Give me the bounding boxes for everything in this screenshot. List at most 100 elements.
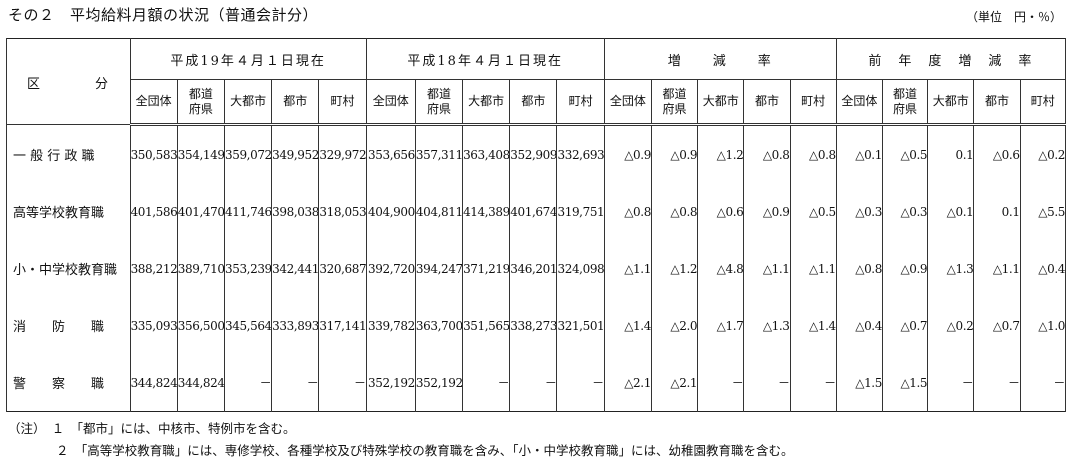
table-cell: 354,149 — [176, 124, 225, 183]
group-header: 平成18年４月１日現在 — [365, 38, 605, 80]
subcolumn-header-row: 全団体 都道府県 大都市 都市 町村 全団体 都道府県 大都市 都市 町村 全団体 都道府県 大都市 都市… — [7, 79, 1067, 126]
table-cell: － — [271, 354, 320, 412]
subcolumn-header: 町村 — [318, 79, 367, 126]
table-cell: 332,693 — [556, 124, 605, 183]
table-cell: 353,656 — [365, 124, 416, 183]
table-row: 一 般 行 政 職 350,583 354,149 359,072 349,952 329… — [6, 124, 1067, 183]
page-title: その２ 平均給料月額の状況（普通会計分） — [8, 6, 319, 24]
table-cell: △1.1 — [603, 240, 652, 297]
table-cell: 346,201 — [509, 240, 558, 297]
table-cell: － — [1019, 354, 1067, 412]
table-cell: 389,710 — [176, 240, 225, 297]
subcolumn-header: 都市 — [973, 79, 1021, 126]
table-cell: △2.1 — [650, 354, 699, 412]
category-header-part: 分 — [95, 77, 111, 92]
table-cell: 398,038 — [271, 183, 320, 240]
table-cell: 317,141 — [318, 297, 367, 354]
subcolumn-header: 都道府県 — [176, 79, 225, 126]
table-cell: △2.1 — [603, 354, 652, 412]
table-cell: 356,500 — [176, 297, 225, 354]
table-cell: △1.5 — [835, 354, 883, 412]
table-cell: △2.0 — [650, 297, 699, 354]
table-cell: △0.3 — [881, 183, 929, 240]
group-header: 増 減 率 — [603, 38, 837, 80]
table-cell: △1.1 — [973, 240, 1021, 297]
group-header: 前 年 度 増 減 率 — [835, 38, 1067, 80]
table-cell: △0.5 — [881, 124, 929, 183]
table-cell: △0.4 — [835, 297, 883, 354]
subcolumn-header: 都市 — [743, 79, 791, 126]
row-label: 小・中学校教育職 — [6, 240, 131, 297]
table-cell: △1.0 — [1019, 297, 1067, 354]
table-cell: 401,470 — [176, 183, 225, 240]
table-cell: 345,564 — [223, 297, 273, 354]
table-cell: △0.1 — [835, 124, 883, 183]
table-cell: △1.3 — [743, 297, 791, 354]
table-cell: △1.1 — [789, 240, 837, 297]
table-cell: － — [743, 354, 791, 412]
table-cell: 357,311 — [414, 124, 464, 183]
table-cell: △0.3 — [835, 183, 883, 240]
notes: （注） １ 「都市」には、中核市、特例市を含む。 ２ 「高等学校教育職」には、専… — [8, 418, 794, 462]
subcolumn-header: 大都市 — [927, 79, 975, 126]
table-cell: － — [789, 354, 837, 412]
table-cell: △0.7 — [973, 297, 1021, 354]
table-cell: － — [318, 354, 367, 412]
note-item: ２ 「高等学校教育職」には、専修学校、各種学校及び特殊学校の教育職を含み、「小・… — [56, 443, 794, 458]
table-cell: △0.6 — [697, 183, 745, 240]
table-cell: △0.9 — [743, 183, 791, 240]
table-cell: △0.1 — [927, 183, 975, 240]
table-cell: 401,586 — [129, 183, 178, 240]
category-header-part: 区 — [27, 77, 43, 92]
table-cell: △1.5 — [881, 354, 929, 412]
subcolumn-header: 都市 — [271, 79, 320, 126]
group-header: 平成19年４月１日現在 — [129, 38, 367, 80]
table-cell: 363,408 — [462, 124, 511, 183]
table-cell: △1.4 — [789, 297, 837, 354]
table-cell: 352,192 — [365, 354, 416, 412]
table-row: 警 察 職 344,824 344,824 －－－ 352,192 352,192 －－－ △… — [6, 354, 1067, 412]
table-cell: 320,687 — [318, 240, 367, 297]
table-cell: 388,212 — [129, 240, 178, 297]
table-cell: △1.2 — [650, 240, 699, 297]
table-cell: 324,098 — [556, 240, 605, 297]
table-cell: 344,824 — [176, 354, 225, 412]
subcolumn-header: 大都市 — [697, 79, 745, 126]
subcolumn-header: 全団体 — [365, 79, 416, 126]
table-cell: 363,700 — [414, 297, 464, 354]
table-cell: △0.7 — [881, 297, 929, 354]
table-cell: － — [973, 354, 1021, 412]
table-cell: 333,893 — [271, 297, 320, 354]
table-cell: 401,674 — [509, 183, 558, 240]
table-cell: 349,952 — [271, 124, 320, 183]
table-cell: △0.9 — [650, 124, 699, 183]
table-cell: 339,782 — [365, 297, 416, 354]
table-cell: △0.4 — [1019, 240, 1067, 297]
table-cell: △0.8 — [603, 183, 652, 240]
table-cell: △0.8 — [789, 124, 837, 183]
table-cell: － — [927, 354, 975, 412]
table-cell: 342,441 — [271, 240, 320, 297]
table-cell: 352,192 — [414, 354, 464, 412]
table-cell: 353,239 — [223, 240, 273, 297]
table-cell: △0.9 — [881, 240, 929, 297]
table-cell: 414,389 — [462, 183, 511, 240]
table-cell: △0.2 — [927, 297, 975, 354]
category-header: 区 分 — [6, 38, 131, 125]
table-cell: 329,972 — [318, 124, 367, 183]
table-cell: － — [509, 354, 558, 412]
table-cell: 350,583 — [129, 124, 178, 183]
table-cell: 338,273 — [509, 297, 558, 354]
subcolumn-header: 都道府県 — [650, 79, 699, 126]
table-row: 消 防 職 335,093 356,500 345,564 333,893 317,141… — [6, 297, 1067, 354]
table-cell: 411,746 — [223, 183, 273, 240]
table-cell: 319,751 — [556, 183, 605, 240]
note-item: （注） １ 「都市」には、中核市、特例市を含む。 — [8, 421, 296, 436]
table-cell: △1.4 — [603, 297, 652, 354]
table-cell: △0.5 — [789, 183, 837, 240]
table-cell: 392,720 — [365, 240, 416, 297]
row-label: 一 般 行 政 職 — [6, 124, 131, 183]
table-cell: 318,053 — [318, 183, 367, 240]
table-cell: △1.2 — [697, 124, 745, 183]
table-cell: － — [462, 354, 511, 412]
